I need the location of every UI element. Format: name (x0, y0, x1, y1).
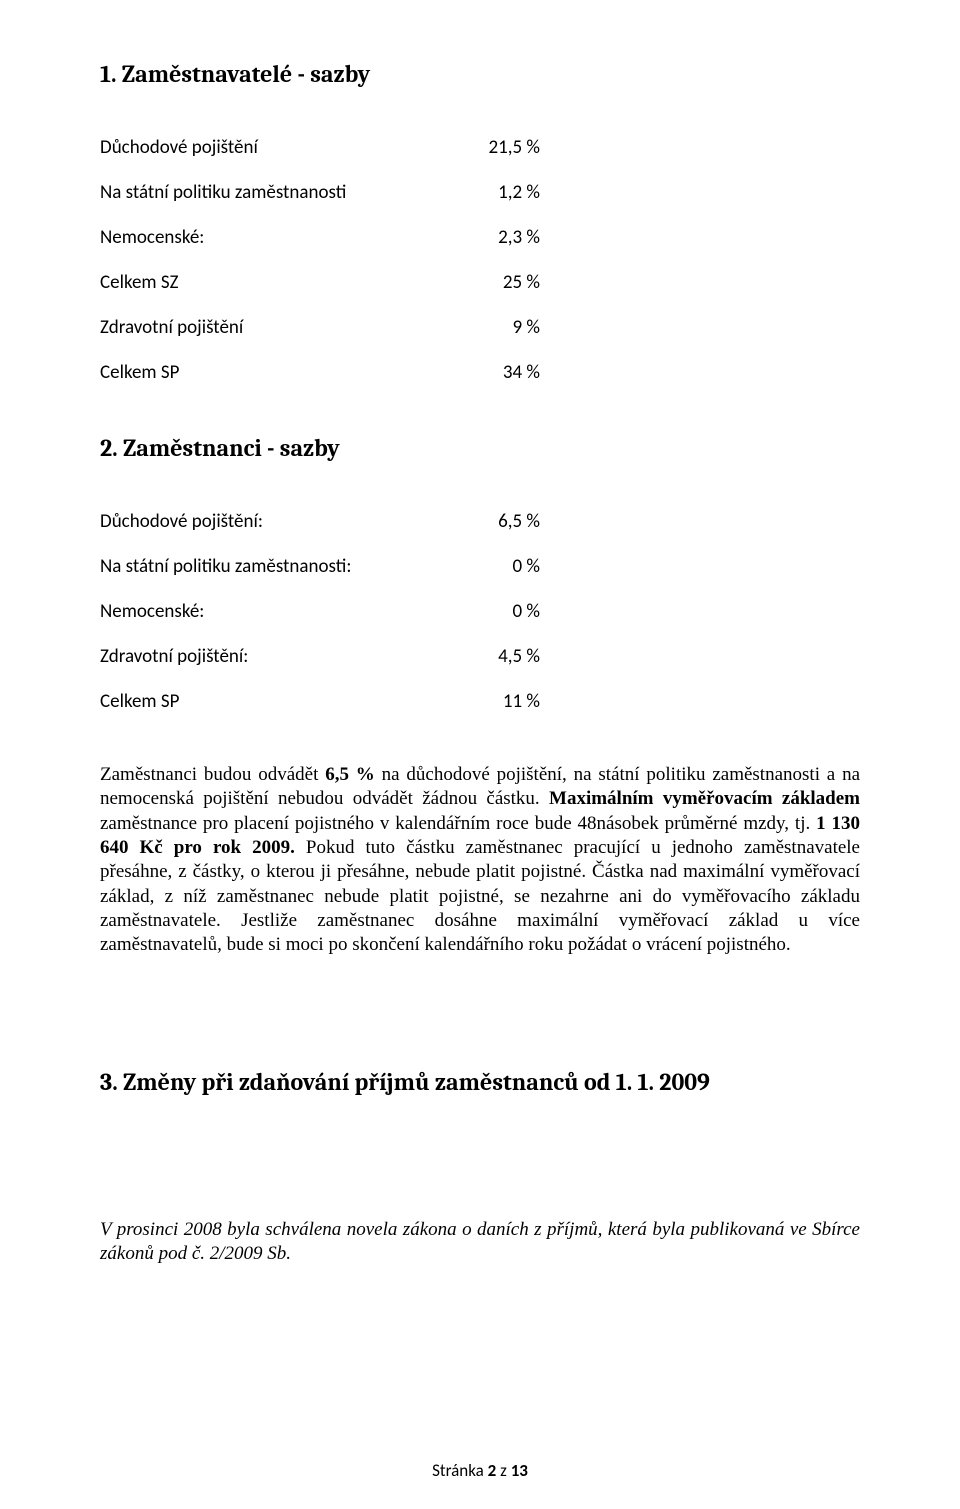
rate-value: 4,5 % (450, 645, 540, 668)
rate-row: Celkem SP 34 % (100, 361, 860, 384)
rate-label: Důchodové pojištění: (100, 510, 450, 533)
rate-value: 0 % (450, 555, 540, 578)
rate-value: 21,5 % (450, 136, 540, 159)
page-footer: Stránka 2 z 13 (0, 1460, 960, 1481)
rate-row: Důchodové pojištění: 6,5 % (100, 510, 860, 533)
footer-text: z (496, 1460, 510, 1481)
rate-row: Nemocenské: 2,3 % (100, 226, 860, 249)
section1-rates: Důchodové pojištění 21,5 % Na státní pol… (100, 136, 860, 384)
rate-value: 1,2 % (450, 181, 540, 204)
rate-row: Celkem SP 11 % (100, 690, 860, 713)
rate-value: 6,5 % (450, 510, 540, 533)
rate-value: 11 % (450, 690, 540, 713)
footer-page-total: 13 (511, 1460, 528, 1481)
section1-heading: 1. Zaměstnavatelé - sazby (100, 60, 860, 88)
rate-label: Celkem SP (100, 361, 450, 384)
rate-row: Zdravotní pojištění 9 % (100, 316, 860, 339)
rate-label: Zdravotní pojištění (100, 316, 450, 339)
rate-row: Důchodové pojištění 21,5 % (100, 136, 860, 159)
rate-label: Nemocenské: (100, 600, 450, 623)
section3-heading: 3. Změny při zdaňování příjmů zaměstnanc… (100, 1068, 860, 1096)
rate-row: Celkem SZ 25 % (100, 271, 860, 294)
rate-label: Nemocenské: (100, 226, 450, 249)
rate-row: Na státní politiku zaměstnanosti: 0 % (100, 555, 860, 578)
section2-rates: Důchodové pojištění: 6,5 % Na státní pol… (100, 510, 860, 713)
rate-value: 0 % (450, 600, 540, 623)
para-text: zaměstnance pro placení pojistného v kal… (100, 813, 816, 834)
rate-label: Celkem SP (100, 690, 450, 713)
section2-heading: 2. Zaměstnanci - sazby (100, 434, 860, 462)
rate-label: Celkem SZ (100, 271, 450, 294)
para-bold-max-base: Maximálním vyměřovacím základem (549, 788, 860, 809)
rate-value: 2,3 % (450, 226, 540, 249)
rate-row: Na státní politiku zaměstnanosti 1,2 % (100, 181, 860, 204)
page: 1. Zaměstnavatelé - sazby Důchodové poji… (0, 0, 960, 1509)
rate-value: 25 % (450, 271, 540, 294)
rate-value: 34 % (450, 361, 540, 384)
rate-label: Důchodové pojištění (100, 136, 450, 159)
employees-paragraph: Zaměstnanci budou odvádět 6,5 % na důcho… (100, 763, 860, 958)
rate-label: Na státní politiku zaměstnanosti (100, 181, 450, 204)
para-bold-rate: 6,5 % (325, 764, 375, 785)
rate-row: Zdravotní pojištění: 4,5 % (100, 645, 860, 668)
footer-text: Stránka (432, 1460, 488, 1481)
footer-page-current: 2 (488, 1460, 497, 1481)
rate-label: Zdravotní pojištění: (100, 645, 450, 668)
para-text: Zaměstnanci budou odvádět (100, 764, 325, 785)
rate-value: 9 % (450, 316, 540, 339)
rate-row: Nemocenské: 0 % (100, 600, 860, 623)
rate-label: Na státní politiku zaměstnanosti: (100, 555, 450, 578)
section3-body: V prosinci 2008 byla schválena novela zá… (100, 1218, 860, 1267)
